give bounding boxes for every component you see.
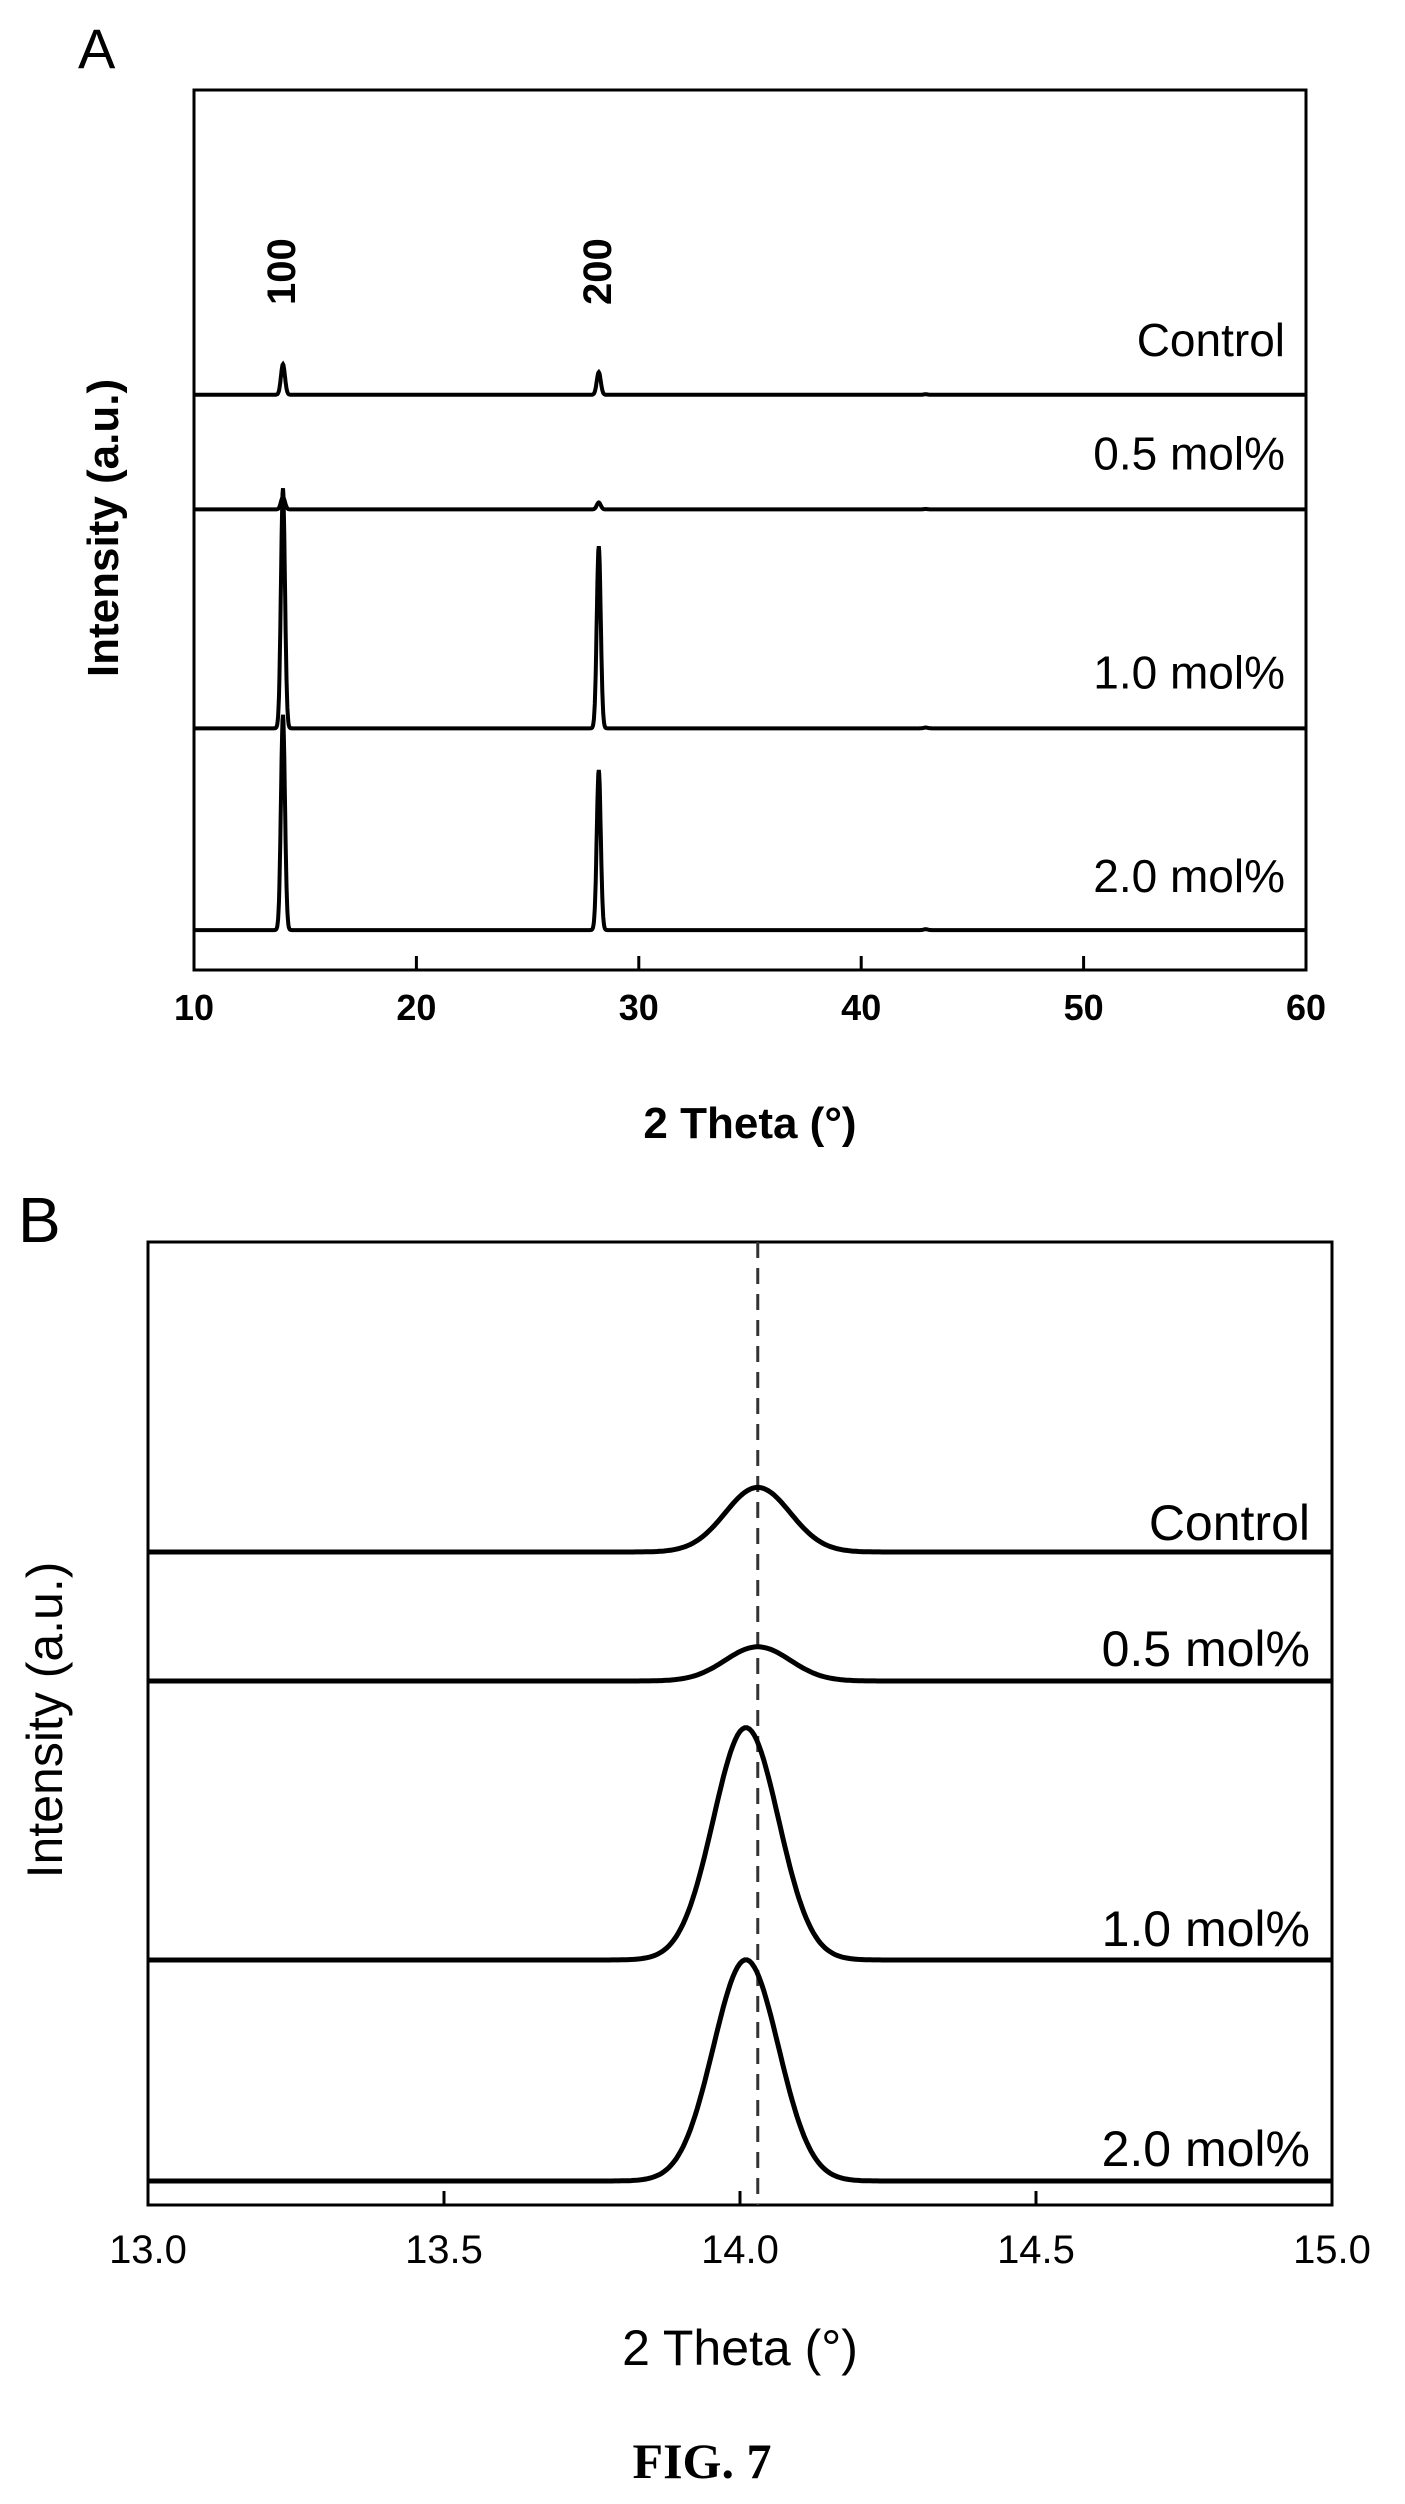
- panel-b: B 13.0 13.5 14.0 14.5 15.0 Control 0.5 mol% 1.…: [17, 1184, 1371, 2376]
- curve-2-0-mol-: [194, 714, 1306, 933]
- x-tick-label: 13.0: [109, 2228, 187, 2272]
- curve-control: [148, 1484, 1332, 1555]
- panel-a-x-ticks: 10 20 30 40 50 60: [174, 956, 1326, 1028]
- x-tick-label: 60: [1286, 987, 1326, 1028]
- panel-a: A 10 20 30 40 50 60 100 200 Control 0.5 mol% 1.0…: [78, 17, 1326, 1148]
- x-tick-label: 14.0: [701, 2228, 779, 2272]
- series-label: 1.0 mol%: [1093, 647, 1285, 699]
- panel-b-series-labels: Control 0.5 mol% 1.0 mol% 2.0 mol%: [1102, 1495, 1310, 2177]
- x-tick-label: 20: [396, 987, 436, 1028]
- x-tick-label: 13.5: [405, 2228, 483, 2272]
- x-tick-label: 50: [1064, 987, 1104, 1028]
- series-label: 2.0 mol%: [1102, 2121, 1310, 2177]
- panel-b-plot-frame: [146, 1240, 1334, 2207]
- panel-b-x-axis-label: 2 Theta (°): [622, 2320, 858, 2376]
- series-label: Control: [1149, 1495, 1310, 1551]
- panel-a-series-labels: Control 0.5 mol% 1.0 mol% 2.0 mol%: [1093, 314, 1285, 902]
- x-tick-label: 40: [841, 987, 881, 1028]
- panel-a-x-axis-label: 2 Theta (°): [643, 1099, 856, 1148]
- curve-1-0-mol-: [148, 1725, 1332, 1963]
- panel-b-y-axis-label: Intensity (a.u.): [17, 1562, 73, 1879]
- panel-a-plot-frame: [192, 88, 1308, 972]
- panel-a-y-axis-label: Intensity (a.u.): [79, 379, 128, 677]
- series-label: Control: [1137, 314, 1285, 366]
- series-label: 0.5 mol%: [1102, 1621, 1310, 1677]
- series-label: 1.0 mol%: [1102, 1901, 1310, 1957]
- panel-b-x-ticks: 13.0 13.5 14.0 14.5 15.0: [109, 2191, 1371, 2272]
- figure-caption: FIG. 7: [633, 2433, 772, 2489]
- x-tick-label: 10: [174, 987, 214, 1028]
- series-label: 2.0 mol%: [1093, 850, 1285, 902]
- panel-a-curves: [194, 360, 1306, 933]
- panel-b-curves: [148, 1484, 1332, 2184]
- peak-label: 100: [260, 238, 304, 305]
- curve-0-5-mol-: [194, 494, 1306, 512]
- curve-0-5-mol-: [148, 1644, 1332, 1684]
- series-label: 0.5 mol%: [1093, 428, 1285, 480]
- panel-a-peak-labels: 100 200: [260, 238, 620, 305]
- panel-a-label: A: [78, 17, 116, 80]
- curve-control: [194, 360, 1306, 397]
- x-tick-label: 30: [619, 987, 659, 1028]
- curve-1-0-mol-: [194, 488, 1306, 731]
- x-tick-label: 14.5: [997, 2228, 1075, 2272]
- curve-2-0-mol-: [148, 1957, 1332, 2184]
- panel-b-label: B: [18, 1184, 61, 1256]
- peak-label: 200: [576, 238, 620, 305]
- x-tick-label: 15.0: [1293, 2228, 1371, 2272]
